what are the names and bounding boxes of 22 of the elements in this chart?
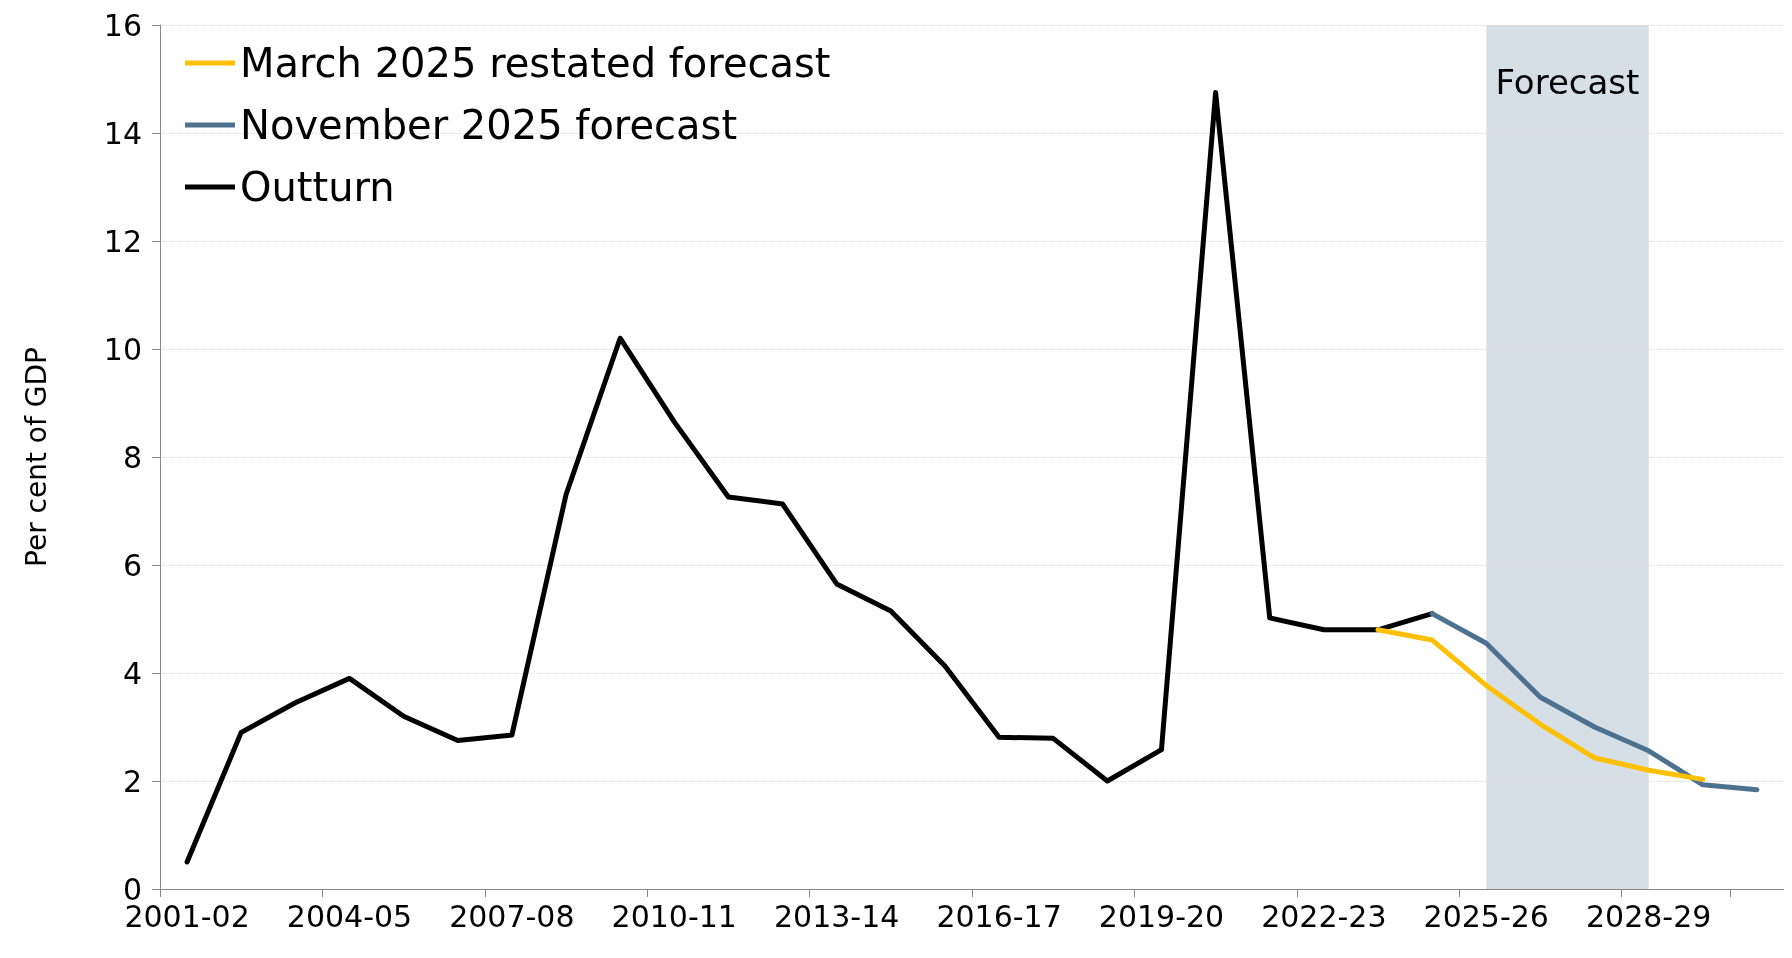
y-tick-label: 16 xyxy=(103,7,142,43)
legend-label: Outturn xyxy=(240,164,395,210)
y-tick-label: 14 xyxy=(103,115,142,151)
legend-label: March 2025 restated forecast xyxy=(240,40,831,86)
x-tick-label: 2028-29 xyxy=(1585,898,1712,934)
x-tick-label: 2019-20 xyxy=(1098,898,1225,934)
y-tick-label: 8 xyxy=(122,439,142,475)
x-tick-label: 2013-14 xyxy=(773,898,900,934)
x-tick-label: 2007-08 xyxy=(449,898,575,934)
y-tick-label: 2 xyxy=(122,763,142,799)
y-tick-label: 4 xyxy=(122,655,142,691)
y-tick-label: 12 xyxy=(103,223,142,259)
legend-label: November 2025 forecast xyxy=(240,102,738,148)
x-tick-label: 2004-05 xyxy=(286,898,413,934)
y-axis-title: Per cent of GDP xyxy=(19,347,53,567)
y-tick-label: 6 xyxy=(122,547,142,583)
x-tick-label: 2025-26 xyxy=(1423,898,1549,934)
x-tick-label: 2010-11 xyxy=(611,898,737,934)
x-tick-label: 2016-17 xyxy=(936,898,1062,934)
x-tick-label: 2022-23 xyxy=(1261,898,1387,934)
y-tick-label: 10 xyxy=(103,331,142,367)
band-label: Forecast xyxy=(1495,62,1640,102)
